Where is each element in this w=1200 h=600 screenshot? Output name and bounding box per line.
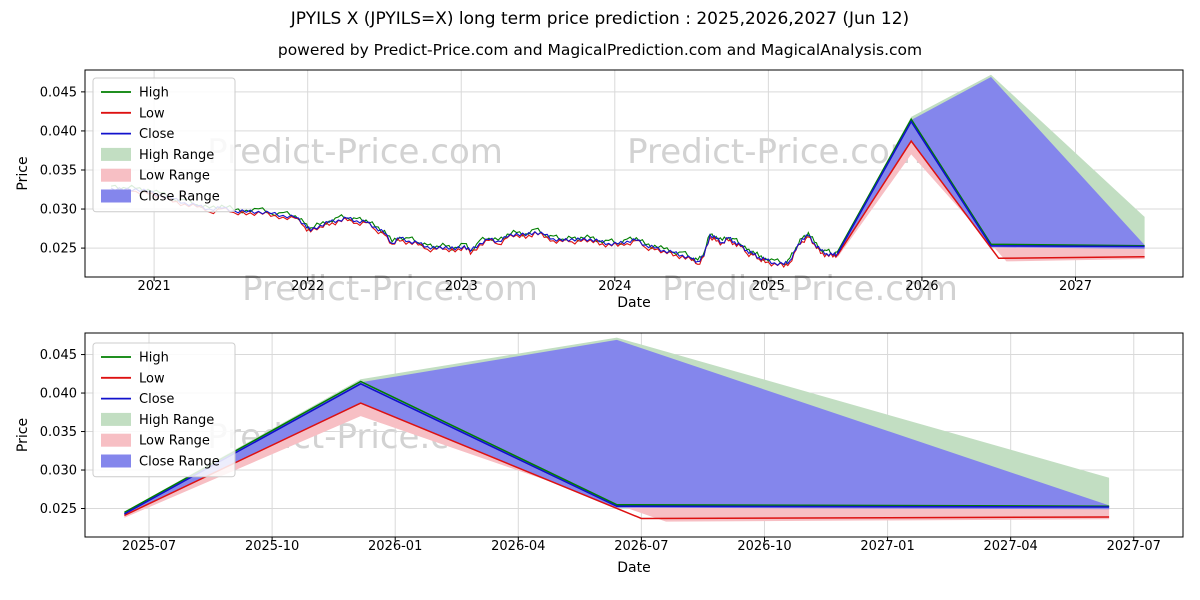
legend-label: Close Range — [139, 190, 220, 205]
forecast-series — [124, 380, 1110, 520]
x-tick-label: 2026-01 — [368, 539, 422, 554]
x-tick-label: 2027-07 — [1107, 539, 1161, 554]
x-tick-label: 2027-01 — [860, 539, 914, 554]
forecast-close-line — [836, 120, 1145, 254]
forecast-low-line — [124, 402, 1110, 520]
legend-patch-sample — [101, 168, 131, 182]
x-axis-label: Date — [617, 560, 650, 576]
historical-close-line — [110, 187, 838, 266]
y-tick-label: 0.025 — [40, 242, 77, 257]
watermark-text: Predict-Price.com — [662, 269, 958, 309]
tick-labels: 2021 2022 2023 2024 2025 2026 2027 0.025 0.030 0.… — [40, 85, 1092, 294]
historical-series — [110, 184, 838, 268]
forecast-bands — [837, 74, 1145, 262]
watermark-text: Predict-Price.com — [627, 132, 923, 172]
x-tick-label: 2022 — [291, 279, 324, 294]
legend-patch-sample — [101, 189, 131, 203]
forecast-bands — [124, 337, 1110, 522]
legend-patch-sample — [101, 433, 131, 447]
legend-label: Low Range — [139, 434, 210, 449]
legend-label: High — [139, 86, 169, 101]
x-tick-label: 2025 — [752, 279, 785, 294]
legend-label: Low — [139, 371, 165, 386]
band-close_range — [124, 339, 1110, 516]
x-tick-label: 2027-04 — [984, 539, 1038, 554]
x-tick-label: 2026-10 — [737, 539, 791, 554]
chart-title: JPYILS X (JPYILS=X) long term price pred… — [290, 9, 910, 29]
y-axis-label: Price — [15, 418, 31, 452]
band-close_range — [837, 77, 1145, 256]
historical-low-line — [110, 187, 838, 268]
plot-border — [84, 69, 1184, 278]
x-tick-label: 2027 — [1059, 279, 1092, 294]
watermark-text: Predict-Price.com — [207, 132, 503, 172]
forecast-high-line — [124, 380, 1110, 514]
y-tick-label: 0.030 — [40, 203, 77, 218]
x-tick-label: 2023 — [445, 279, 478, 294]
legend-label: Low Range — [139, 169, 210, 184]
y-tick-label: 0.035 — [40, 163, 77, 178]
y-tick-label: 0.045 — [40, 348, 77, 363]
legend-label: High Range — [139, 413, 214, 428]
legend: High Low Close High Range Low Range Close Ran… — [92, 77, 236, 213]
forecast-high-line — [836, 117, 1145, 253]
y-tick-label: 0.045 — [40, 85, 77, 100]
legend-patch-sample — [101, 147, 131, 161]
legend-patch-sample — [101, 412, 131, 426]
x-axis-label: Date — [617, 295, 650, 311]
x-tick-label: 2024 — [598, 279, 631, 294]
legend: High Low Close High Range Low Range Close Ran… — [92, 342, 236, 478]
forecast-close-line — [124, 382, 1110, 515]
forecast-low-line — [836, 139, 1145, 260]
legend-label: High — [139, 351, 169, 366]
y-tick-label: 0.025 — [40, 502, 77, 517]
y-tick-label: 0.040 — [40, 124, 77, 139]
legend-label: Close — [139, 127, 174, 142]
x-tick-label: 2026-04 — [491, 539, 545, 554]
x-tick-label: 2026-07 — [614, 539, 668, 554]
y-tick-label: 0.035 — [40, 425, 77, 440]
legend-label: Low — [139, 106, 165, 121]
tick-labels: 2025-07 2025-10 2026-01 2026-04 2026-07 2026-… — [40, 348, 1161, 554]
historical-high-line — [110, 184, 838, 266]
legend-label: High Range — [139, 148, 214, 163]
x-tick-label: 2025-07 — [122, 539, 176, 554]
x-tick-label: 2026 — [905, 279, 938, 294]
watermark-text: Predict-Price.com — [242, 269, 538, 309]
chart-subtitle: powered by Predict-Price.com and Magical… — [277, 41, 923, 59]
axes-full-history: 2021 2022 2023 2024 2025 2026 2027 0.025 0.030 0.… — [15, 69, 1184, 311]
legend-label: Close Range — [139, 455, 220, 470]
axes-forecast-detail: 2025-07 2025-10 2026-01 2026-04 2026-07 2026-… — [15, 332, 1184, 576]
x-tick-label: 2025-10 — [245, 539, 299, 554]
legend-label: Close — [139, 392, 174, 407]
y-tick-label: 0.040 — [40, 387, 77, 402]
plot-border — [84, 332, 1184, 538]
legend-patch-sample — [101, 454, 131, 468]
y-axis-label: Price — [15, 156, 31, 190]
y-tick-label: 0.030 — [40, 464, 77, 479]
x-tick-label: 2021 — [138, 279, 171, 294]
forecast-series — [836, 117, 1145, 260]
